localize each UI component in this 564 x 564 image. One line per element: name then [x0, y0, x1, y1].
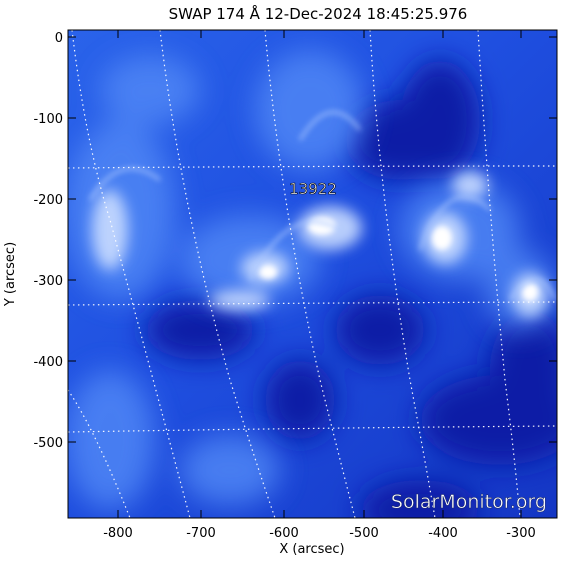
y-tick-label: -200 [33, 193, 63, 208]
active-region-label: 13922 [289, 180, 337, 198]
x-tick-label: -700 [186, 526, 216, 541]
x-tick-label: -500 [349, 526, 379, 541]
y-axis-label: Y (arcsec) [3, 242, 18, 307]
x-tick-label: -600 [269, 526, 299, 541]
y-axis: 0 -100 -200 -300 -400 -500 [33, 31, 557, 451]
image-title: SWAP 174 Å 12-Dec-2024 18:45:25.976 [169, 4, 468, 23]
x-tick-label: -400 [428, 526, 458, 541]
plot-frame [67, 29, 558, 519]
y-tick-label: -400 [33, 355, 63, 370]
y-tick-label: 0 [55, 31, 63, 46]
x-axis-label: X (arcsec) [279, 542, 344, 557]
heliographic-grid [68, 30, 557, 518]
x-tick-label: -800 [103, 526, 133, 541]
solar-image: 13922 SolarMonitor.org [68, 30, 557, 518]
y-tick-label: -500 [33, 436, 63, 451]
watermark: SolarMonitor.org [391, 491, 547, 513]
y-tick-label: -300 [33, 274, 63, 289]
x-axis: -800 -700 -600 -500 -400 -300 [103, 30, 536, 541]
y-tick-label: -100 [33, 112, 63, 127]
x-tick-label: -300 [506, 526, 536, 541]
